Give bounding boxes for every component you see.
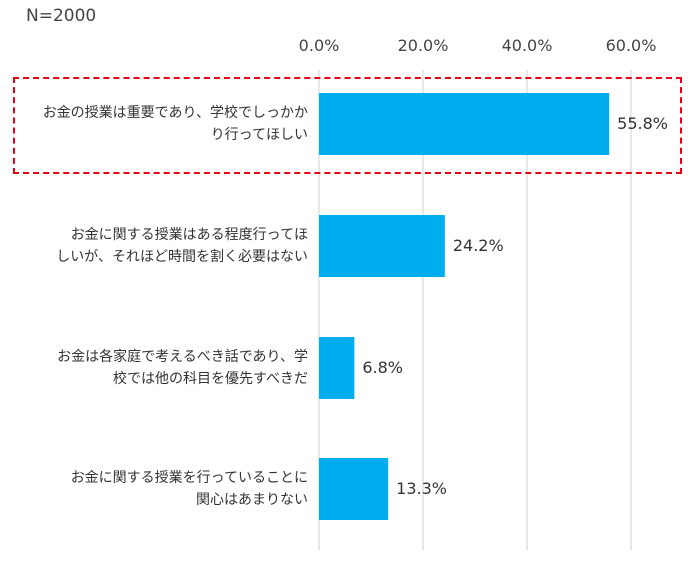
category-label: お金の授業は重要であり、学校でしっかかり行ってほしい — [8, 102, 308, 146]
value-label: 13.3% — [396, 479, 447, 498]
sample-size-label: N=2000 — [26, 6, 97, 26]
x-tick-label: 40.0% — [501, 36, 553, 55]
x-tick-label: 20.0% — [397, 36, 449, 55]
x-tick-label: 0.0% — [298, 36, 340, 55]
bar — [319, 215, 445, 277]
category-label: お金に関する授業はある程度行ってほしいが、それほど時間を割く必要はない — [8, 224, 308, 268]
bar — [319, 337, 355, 399]
value-label: 24.2% — [452, 236, 504, 255]
category-label: お金に関する授業を行っていることに関心はあまりない — [8, 467, 308, 511]
category-label-line: り行ってほしい — [210, 127, 308, 143]
bar — [319, 93, 610, 155]
highlight-box — [13, 77, 682, 174]
value-label: 6.8% — [362, 358, 404, 377]
category-label-line: お金の授業は重要であり、学校でしっかか — [42, 105, 308, 121]
value-label: 55.8% — [617, 114, 668, 133]
category-label-line: しいが、それほど時間を割く必要はない — [56, 249, 308, 265]
category-label: お金は各家庭で考えるべき話であり、学校では他の科目を優先すべきだ — [8, 346, 308, 390]
bar — [319, 458, 389, 520]
x-tick-label: 60.0% — [605, 36, 657, 55]
category-label-line: お金に関する授業はある程度行ってほ — [70, 227, 308, 243]
category-label-line: お金は各家庭で考えるべき話であり、学 — [57, 349, 308, 365]
category-label-line: お金に関する授業を行っていることに — [70, 470, 308, 486]
category-label-line: 校では他の科目を優先すべきだ — [112, 371, 308, 387]
category-label-line: 関心はあまりない — [196, 492, 308, 508]
